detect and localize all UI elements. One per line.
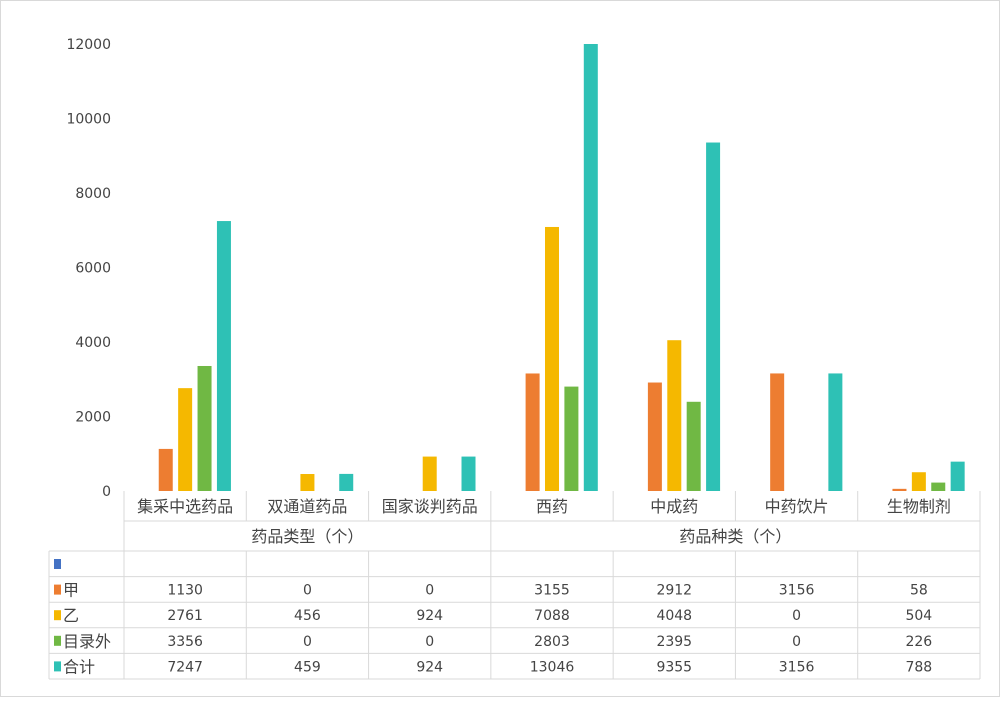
bar-目录外-西药 [564, 386, 579, 491]
y-tick-label: 10000 [66, 112, 111, 128]
bar-合计-生物制剂 [950, 461, 965, 491]
data-table-cell: 0 [303, 583, 312, 599]
bar-合计-西药 [583, 44, 598, 491]
bar-甲-中药饮片 [770, 373, 785, 491]
y-tick-label: 0 [102, 484, 111, 500]
x-category-label: 中成药 [650, 497, 698, 516]
data-table-cell: 7247 [167, 659, 203, 675]
bar-乙-集采中选药品 [178, 388, 193, 491]
data-table-cell: 1130 [167, 583, 203, 599]
x-category-label: 西药 [536, 497, 568, 516]
legend-label: 目录外 [63, 632, 111, 651]
data-table-cell: 459 [294, 659, 321, 675]
data-table-cell: 3155 [534, 583, 570, 599]
data-table-cell: 0 [792, 608, 801, 624]
x-category-label: 生物制剂 [887, 497, 951, 516]
legend-key-甲 [54, 584, 61, 595]
data-table-cell: 3156 [779, 583, 815, 599]
x-category-label: 国家谈判药品 [382, 497, 478, 516]
bar-甲-生物制剂 [892, 488, 907, 491]
legend-label: 甲 [63, 581, 79, 600]
bar-乙-中成药 [667, 340, 682, 491]
legend-key-合计 [54, 661, 61, 672]
bar-合计-集采中选药品 [216, 221, 231, 491]
legend-key-目录外 [54, 635, 61, 646]
y-tick-label: 6000 [75, 261, 111, 277]
bar-甲-集采中选药品 [158, 448, 173, 491]
data-table-cell: 924 [416, 659, 443, 675]
bar-乙-生物制剂 [911, 472, 926, 491]
data-table-cell: 2761 [167, 608, 203, 624]
y-tick-label: 8000 [75, 186, 111, 202]
bar-甲-中成药 [647, 382, 662, 491]
data-table-cell: 0 [792, 634, 801, 650]
legend-label: 乙 [63, 606, 79, 625]
bar-合计-双通道药品 [339, 473, 354, 491]
data-table-cell: 9355 [656, 659, 692, 675]
legend-key-series [54, 559, 61, 569]
x-group-label: 药品种类（个） [679, 527, 791, 546]
bar-目录外-中成药 [686, 401, 701, 491]
data-table-cell: 456 [294, 608, 321, 624]
data-table-cell: 13046 [530, 659, 575, 675]
data-table-cell: 2912 [656, 583, 692, 599]
bar-乙-国家谈判药品 [422, 456, 437, 491]
data-table-cell: 7088 [534, 608, 570, 624]
x-group-label: 药品类型（个） [251, 527, 363, 546]
bar-乙-双通道药品 [300, 474, 315, 491]
x-category-label: 中药饮片 [765, 497, 829, 516]
data-table-cell: 788 [905, 659, 932, 675]
x-category-label: 集采中选药品 [137, 497, 233, 516]
data-table-cell: 924 [416, 608, 443, 624]
data-table-cell: 504 [905, 608, 932, 624]
data-table-cell: 0 [425, 634, 434, 650]
data-table-cell: 0 [425, 583, 434, 599]
data-table-cell: 2395 [656, 634, 692, 650]
data-table-cell: 58 [910, 583, 928, 599]
data-table-cell: 0 [303, 634, 312, 650]
y-tick-label: 12000 [66, 37, 111, 53]
x-category-label: 双通道药品 [267, 497, 347, 516]
data-table-cell: 2803 [534, 634, 570, 650]
y-tick-label: 2000 [75, 410, 111, 426]
bar-目录外-集采中选药品 [197, 365, 212, 491]
bar-乙-西药 [545, 226, 559, 492]
bar-合计-中成药 [706, 142, 721, 491]
bar-合计-中药饮片 [828, 373, 843, 491]
data-table-cell: 3156 [779, 659, 815, 675]
legend-label: 合计 [63, 657, 95, 676]
bar-合计-国家谈判药品 [461, 456, 476, 491]
legend-key-乙 [54, 610, 61, 621]
data-table-cell: 226 [905, 634, 932, 650]
bar-目录外-生物制剂 [931, 482, 946, 491]
data-table-cell: 4048 [656, 608, 692, 624]
y-tick-label: 4000 [75, 335, 111, 351]
bar-甲-西药 [525, 373, 540, 491]
data-table-cell: 3356 [167, 634, 203, 650]
